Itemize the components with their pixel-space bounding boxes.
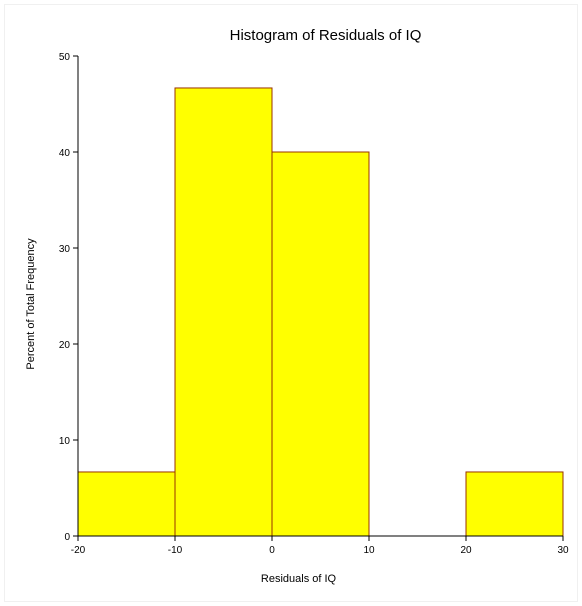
- chart-frame: Histogram of Residuals of IQ Percent of …: [4, 4, 578, 602]
- histogram-bar: [465, 471, 564, 537]
- x-tick-label: -10: [168, 545, 183, 556]
- y-tick-label: 10: [59, 436, 71, 447]
- y-tick-label: 40: [59, 148, 71, 159]
- y-axis-label: Percent of Total Frequency: [25, 238, 37, 370]
- histogram-chart: Histogram of Residuals of IQ Percent of …: [25, 27, 569, 585]
- y-tick-label: 20: [59, 340, 71, 351]
- bars-group: [77, 87, 564, 537]
- x-axis-label: Residuals of IQ: [261, 573, 337, 585]
- axes-group: 0 10 20 30 40 50 -20 -10 0 10 20 30: [59, 52, 569, 556]
- x-tick-label: 10: [363, 545, 375, 556]
- histogram-bar: [271, 151, 370, 537]
- x-tick-label: 30: [557, 545, 569, 556]
- x-tick-label: 20: [460, 545, 472, 556]
- x-tick-label: -20: [71, 545, 86, 556]
- x-tick-label: 0: [269, 545, 275, 556]
- histogram-bar: [174, 87, 273, 537]
- y-tick-label: 0: [64, 532, 70, 543]
- y-tick-label: 50: [59, 52, 71, 63]
- chart-title: Histogram of Residuals of IQ: [230, 27, 422, 44]
- histogram-bar: [77, 471, 176, 537]
- y-tick-label: 30: [59, 244, 71, 255]
